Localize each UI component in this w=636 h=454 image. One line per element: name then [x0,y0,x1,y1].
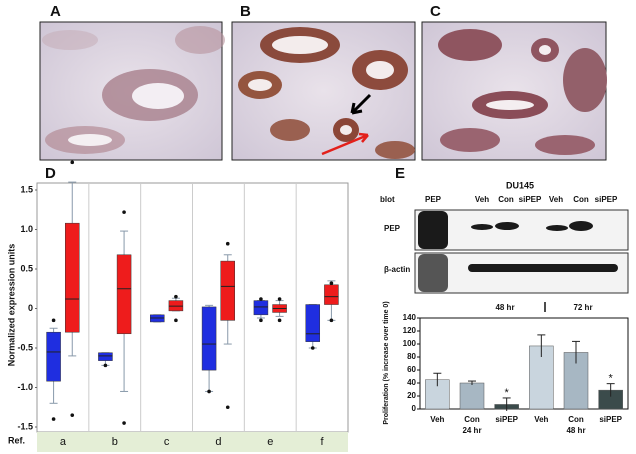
outlier [277,297,282,301]
x-tick-label: Con [568,415,584,424]
micrograph-c [421,21,607,161]
lane-label: PEP [425,195,442,204]
micrograph-a [39,21,225,161]
outlier [174,318,178,323]
x-tick-label: siPEP [599,415,622,424]
y-tick-label: 1.0 [20,224,33,234]
lane-label: Con [498,195,514,204]
panel-label: E [395,165,405,182]
x-tick-label: Veh [534,415,548,424]
group-label: 48 hr [566,426,585,435]
y-tick-label: -0.5 [17,342,33,352]
y-tick-label: 0.5 [20,263,33,273]
x-tick-label: a [60,436,67,448]
y-tick-label: 100 [403,339,417,348]
outlier [310,346,315,350]
lane-label: siPEP [595,195,618,204]
box [116,254,132,335]
outlier [329,281,334,286]
box [98,352,113,361]
panel-label: B [240,3,251,20]
outlier [70,160,75,165]
y-tick-label: 60 [407,365,416,374]
y-axis-title: Proliferation (% increase over time 0) [383,301,390,424]
box [305,304,321,342]
x-tick-label: b [112,436,118,448]
y-tick-label: 20 [407,391,416,400]
outlier [103,363,108,368]
outlier [259,318,263,323]
y-tick-label: -1.5 [17,421,33,431]
y-tick-label: 1.5 [20,184,33,194]
y-tick-label: 40 [407,378,416,387]
blot-title: DU145 [506,180,534,190]
significance-marker: * [505,387,510,399]
outlier [207,389,211,394]
box [324,284,339,305]
box [253,300,269,316]
box [201,306,217,371]
y-tick-label: 0 [28,303,33,313]
box [64,222,80,333]
y-tick-label: 80 [407,352,416,361]
outlier [51,318,56,323]
timepoint-label: 72 hr [573,303,592,312]
blot-strip [414,209,629,251]
x-tick-label: siPEP [495,415,518,424]
y-tick-label: 0 [412,404,417,413]
x-tick-label: e [267,436,273,448]
outlier [122,421,126,425]
outlier [225,241,230,246]
outlier [70,413,75,417]
micrograph-b [231,21,416,161]
outlier [259,297,263,301]
panel-label: C [430,3,441,20]
lane-label: Veh [549,195,563,204]
blot-strip [414,252,629,294]
bar [459,382,485,410]
outlier [329,318,334,323]
x-tick-label: f [321,436,325,448]
lane-label: Veh [475,195,489,204]
y-tick-label: 140 [403,313,417,322]
blot-header: blot [380,195,395,204]
x-tick-label: d [215,436,221,448]
outlier [122,210,126,214]
significance-marker: * [609,373,614,385]
reference-strip [37,432,348,452]
box [46,331,61,382]
blot-row-label: PEP [384,224,401,233]
y-axis-title: Normalized expression units [6,244,16,367]
x-tick-label: c [164,436,170,448]
outlier [225,405,230,410]
panel-label: D [45,165,56,182]
y-tick-label: -1.0 [17,382,33,392]
x-tick-label: Con [464,415,480,424]
timepoint-label: 48 hr [495,303,514,312]
blot-bands [418,211,618,292]
lane-label: siPEP [519,195,542,204]
group-label: 24 hr [462,426,481,435]
box [220,260,235,321]
panel-label: A [50,3,61,20]
blot-row-label: β-actin [384,265,410,274]
lane-label: Con [573,195,589,204]
plot-frame [419,317,629,410]
y-tick-label: 120 [403,326,417,335]
x-tick-label: Veh [430,415,444,424]
outlier [174,294,178,299]
outlier [51,417,56,421]
outlier [277,318,282,323]
row-label: Ref. [8,435,25,445]
